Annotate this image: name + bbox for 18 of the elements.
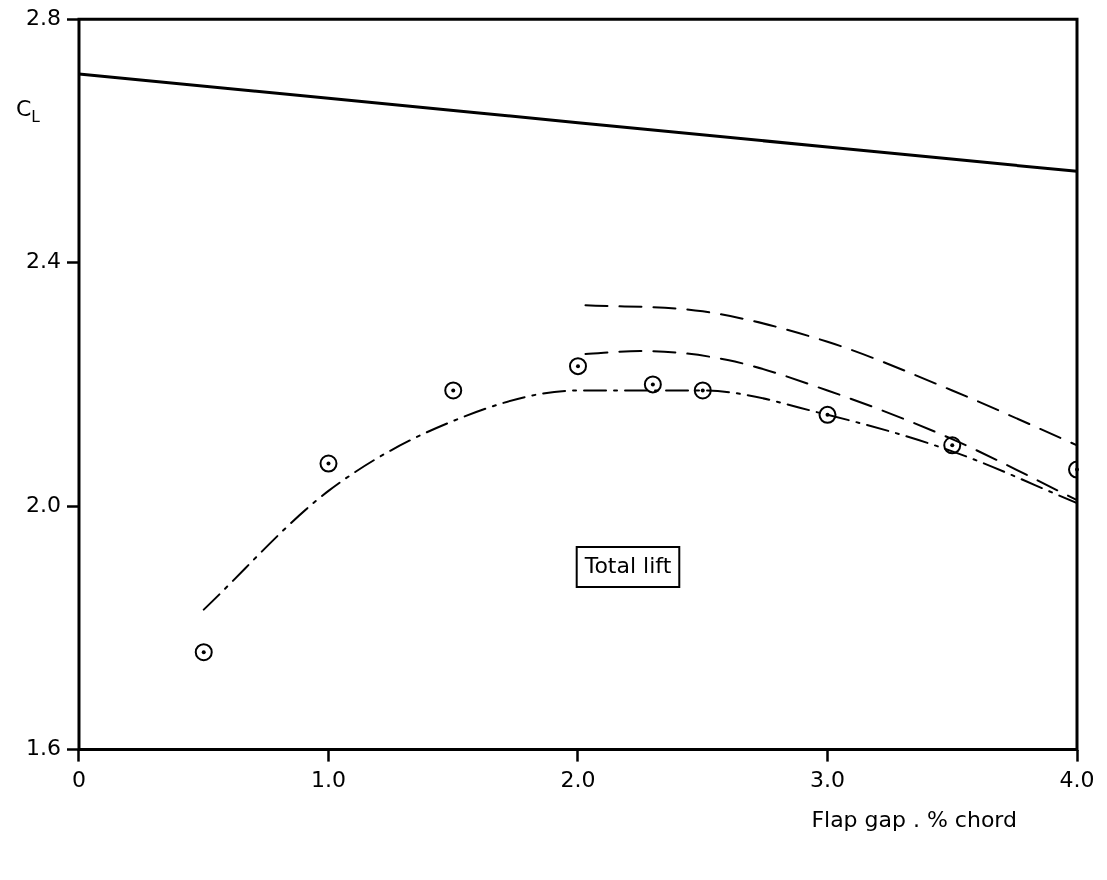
annotation: Total lift — [583, 552, 672, 578]
y-tick-label: 2.8 — [25, 4, 61, 30]
point — [444, 381, 463, 400]
x-tick-label: 0 — [71, 766, 86, 792]
point — [194, 643, 213, 662]
y-tick-label: 1.6 — [25, 735, 61, 761]
point — [319, 454, 338, 473]
y-tick-label: 2.0 — [25, 491, 61, 517]
point — [568, 357, 587, 376]
x-tick-label: 2.0 — [560, 766, 596, 792]
x-tick-label: 4.0 — [1059, 766, 1095, 792]
point — [818, 405, 837, 424]
y-tick-label: 2.4 — [25, 248, 61, 274]
x-tick-label: 3.0 — [810, 766, 845, 792]
x-tick-label: 1.0 — [310, 766, 346, 792]
point — [693, 381, 712, 400]
x-axis-title: Flap gap . % chord — [811, 807, 1017, 833]
point — [643, 375, 662, 394]
